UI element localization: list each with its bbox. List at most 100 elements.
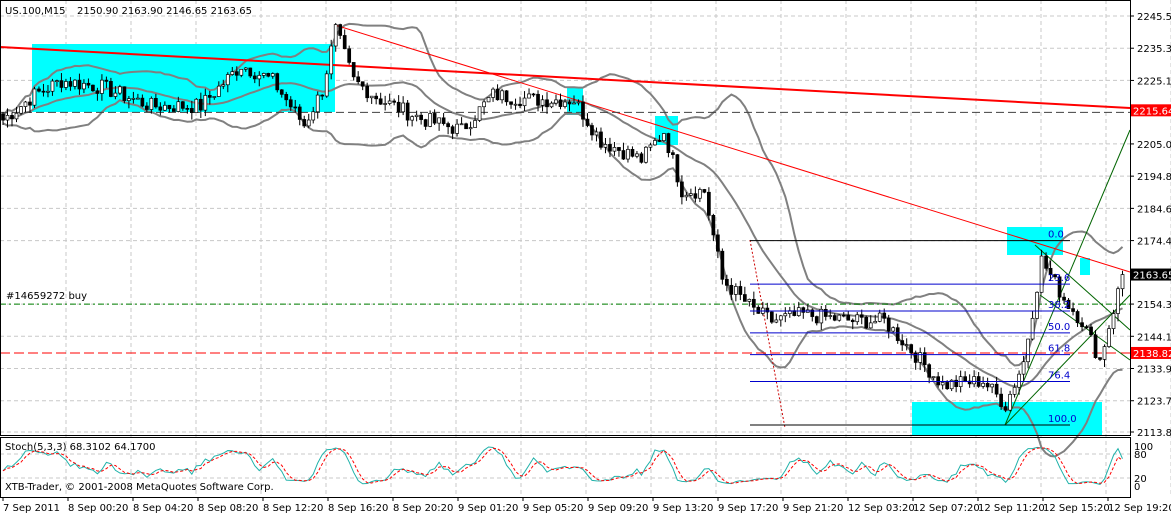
candle-body (428, 113, 432, 127)
candle-body (994, 383, 999, 395)
candle-body (720, 250, 725, 280)
candle-body (459, 123, 464, 126)
candle-body (648, 144, 653, 148)
candle-body (1098, 357, 1102, 360)
stoch-main-line (2, 446, 1123, 485)
candle-body (329, 45, 334, 75)
candle-body (931, 376, 936, 379)
candle-body (82, 82, 86, 90)
candle-body (171, 108, 176, 112)
candle-body (666, 133, 671, 154)
candle-body (662, 133, 666, 141)
candle-body (1116, 288, 1120, 314)
candle-body (5, 115, 10, 121)
candle-body (351, 62, 356, 78)
candle-body (216, 85, 221, 97)
candle-body (509, 101, 513, 105)
bb-lower (2, 98, 1123, 458)
candle-body (158, 106, 163, 111)
price-tick-label: 2235.30 (1137, 44, 1171, 55)
candle-body (644, 146, 648, 163)
candle-body (1102, 346, 1107, 360)
candle-body (599, 131, 603, 148)
candle-body (531, 93, 536, 96)
candle-body (374, 95, 379, 100)
candle-body (742, 294, 747, 302)
copyright-label: XTB-Trader, © 2001-2008 MetaQuotes Softw… (5, 482, 274, 493)
candle-body (464, 123, 468, 130)
price-marker (1131, 346, 1171, 359)
candle-body (1035, 291, 1039, 319)
price-tick-label: 2144.10 (1137, 332, 1171, 343)
candle-body (1066, 299, 1071, 309)
candle-body (1107, 328, 1111, 347)
candle-body (954, 379, 959, 387)
candle-body (823, 308, 828, 317)
candle-body (32, 88, 37, 106)
candle-body (320, 94, 325, 97)
candle-body (64, 81, 68, 88)
candle-body (819, 308, 824, 324)
candle-body (149, 98, 154, 110)
stoch-tick-label: 80 (1134, 450, 1147, 461)
candle-body (841, 314, 846, 317)
candle-body (365, 85, 370, 99)
candle-body (877, 312, 882, 322)
candle-body (985, 382, 990, 388)
candle-body (212, 96, 217, 98)
candle-body (55, 80, 59, 82)
candle-body (189, 108, 194, 114)
time-tick-label: 8 Sep 16:20 (328, 503, 388, 514)
candle-body (563, 101, 567, 107)
candle-body (311, 111, 316, 121)
fibonacci-retracement[interactable]: 0.0 23.6 38.2 50.0 61.8 76.4 100.0 (750, 230, 1077, 426)
candle-body (207, 95, 212, 98)
candle-body (1093, 334, 1098, 358)
candle-body (95, 90, 100, 94)
candle-body (689, 193, 693, 196)
time-tick-label: 8 Sep 08:20 (198, 503, 258, 514)
candle-body (653, 140, 657, 146)
candle-body (279, 89, 284, 95)
candle-body (859, 314, 864, 318)
candle-body (163, 104, 167, 111)
candle-body (410, 116, 414, 121)
price-tick-label: 2194.80 (1137, 172, 1171, 183)
candle-body (243, 67, 248, 70)
candle-body (927, 364, 932, 378)
candle-body (203, 95, 208, 111)
candle-body (603, 144, 608, 148)
candle-body (468, 127, 473, 130)
candle-body (180, 101, 185, 109)
time-tick-label: 8 Sep 12:20 (263, 503, 323, 514)
candle-body (1048, 267, 1053, 275)
candle-body (778, 315, 783, 321)
stochastic-panel (2, 446, 1123, 485)
candle-body (234, 71, 239, 76)
candle-body (639, 153, 644, 163)
candle-body (324, 73, 329, 97)
candle-body (41, 90, 46, 93)
candle-body (738, 286, 743, 295)
candle-body (832, 315, 837, 321)
candle-body (482, 101, 486, 108)
time-tick-label: 12 Sep 03:20 (848, 503, 915, 514)
candle-body (576, 101, 581, 104)
candle-body (59, 80, 64, 88)
candle-body (504, 90, 509, 103)
stoch-panel-frame (0, 437, 1131, 498)
candle-body (702, 189, 707, 193)
candle-body (68, 81, 73, 87)
candle-body (1120, 274, 1125, 290)
order-label[interactable]: #14659272 buy (6, 291, 87, 302)
candle-body (733, 286, 738, 295)
time-tick-label: 9 Sep 09:20 (588, 503, 648, 514)
candle-body (275, 73, 280, 91)
candle-body (252, 75, 257, 80)
candle-body (405, 102, 410, 121)
candle-body (1084, 326, 1089, 329)
candle-body (567, 101, 572, 105)
